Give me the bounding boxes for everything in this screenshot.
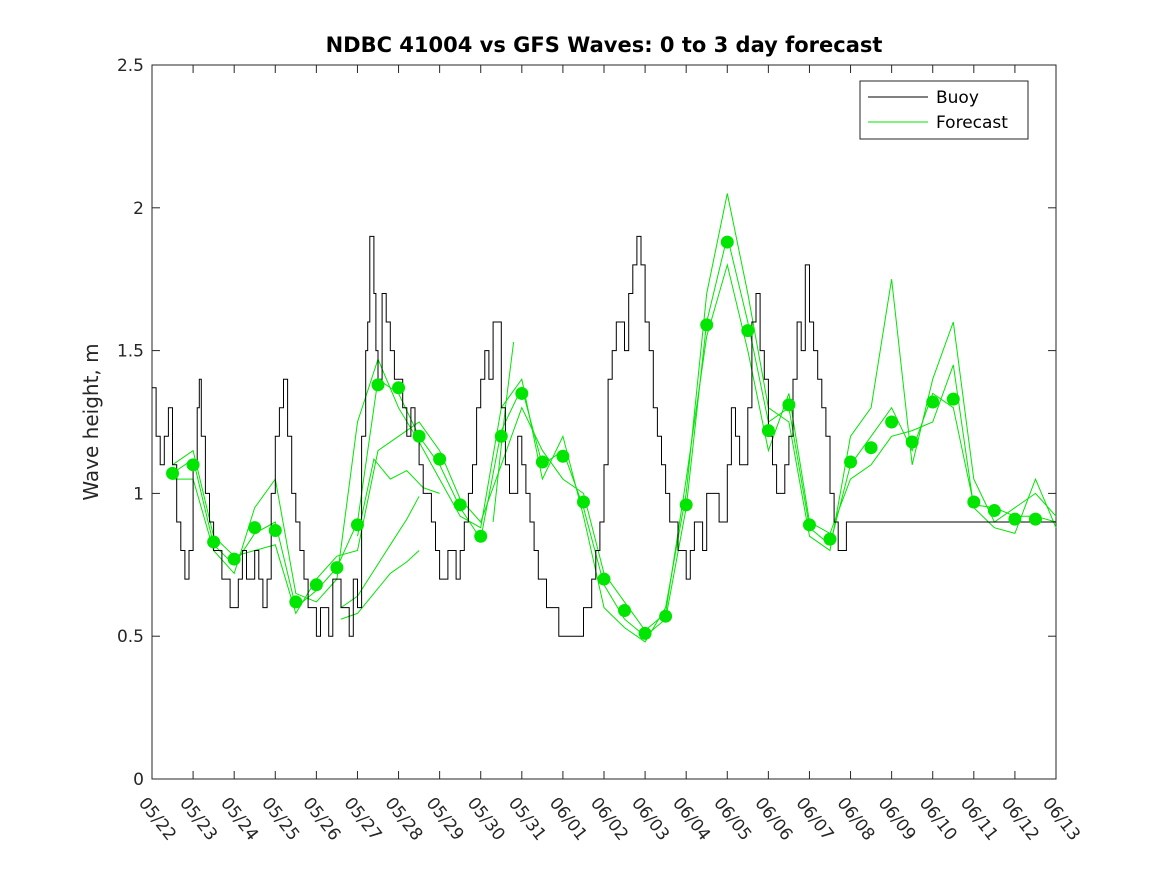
forecast-point xyxy=(371,378,385,392)
forecast-run-line xyxy=(172,262,1057,632)
y-axis: 0 0.5 1 1.5 2 2.5 xyxy=(117,56,1056,790)
forecast-point xyxy=(227,552,241,566)
y-tick-label: 2.5 xyxy=(117,56,144,76)
forecast-point xyxy=(946,392,960,406)
forecast-point xyxy=(556,449,570,463)
y-tick-label: 1.5 xyxy=(117,342,144,362)
legend-buoy-label: Buoy xyxy=(936,88,979,108)
forecast-point xyxy=(987,504,1001,518)
forecast-run-line xyxy=(357,457,440,537)
forecast-point xyxy=(412,429,426,443)
forecast-point xyxy=(967,495,981,509)
forecast-run-line xyxy=(340,496,420,609)
chart-title: NDBC 41004 vs GFS Waves: 0 to 3 day fore… xyxy=(326,33,883,57)
forecast-point xyxy=(761,424,775,438)
y-axis-label: Wave height, m xyxy=(79,343,103,500)
forecast-run-line xyxy=(340,550,420,620)
forecast-point xyxy=(494,429,508,443)
forecast-point xyxy=(392,381,406,395)
forecast-point xyxy=(1028,512,1042,526)
forecast-point xyxy=(515,386,529,400)
forecast-point xyxy=(186,458,200,472)
y-tick-label: 0.5 xyxy=(117,627,144,647)
forecast-point xyxy=(289,595,303,609)
buoy-line xyxy=(152,235,1056,637)
forecast-point xyxy=(864,441,878,455)
forecast-point xyxy=(207,535,221,549)
y-tick-label: 1 xyxy=(133,484,144,504)
forecast-point xyxy=(823,532,837,546)
forecast-point xyxy=(350,518,364,532)
forecast-point xyxy=(700,318,714,332)
forecast-point xyxy=(905,435,919,449)
forecast-point xyxy=(679,498,693,512)
y-tick-label: 0 xyxy=(133,770,144,790)
forecast-point xyxy=(659,609,673,623)
forecast-point xyxy=(576,495,590,509)
forecast-point xyxy=(802,518,816,532)
forecast-point xyxy=(741,324,755,338)
forecast-run-line xyxy=(172,193,1057,643)
forecast-point xyxy=(618,603,632,617)
forecast-point xyxy=(248,521,262,535)
legend: Buoy Forecast xyxy=(859,80,1029,140)
forecast-point xyxy=(782,398,796,412)
plot-area xyxy=(151,64,1057,780)
forecast-point xyxy=(720,235,734,249)
legend-forecast-label: Forecast xyxy=(936,113,1008,133)
forecast-point xyxy=(1008,512,1022,526)
legend-box xyxy=(859,80,1029,140)
forecast-point xyxy=(535,455,549,469)
y-tick-label: 2 xyxy=(133,199,144,219)
forecast-point xyxy=(166,466,180,480)
forecast-point xyxy=(885,415,899,429)
forecast-point xyxy=(330,561,344,575)
forecast-point xyxy=(309,578,323,592)
forecast-point xyxy=(268,524,282,538)
forecast-point xyxy=(474,529,488,543)
forecast-point xyxy=(926,395,940,409)
forecast-point xyxy=(597,572,611,586)
forecast-point xyxy=(638,626,652,640)
forecast-point xyxy=(433,452,447,466)
forecast-point xyxy=(453,498,467,512)
forecast-point xyxy=(844,455,858,469)
plot-marks xyxy=(152,193,1057,643)
